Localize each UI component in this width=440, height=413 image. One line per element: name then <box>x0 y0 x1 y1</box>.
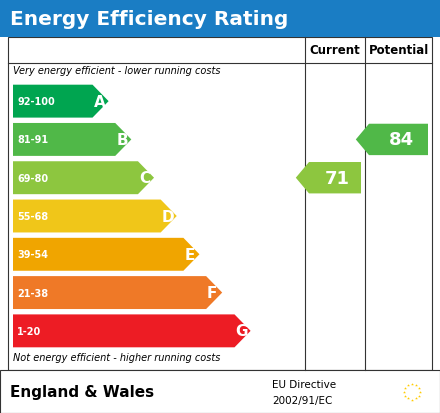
Bar <box>0 0 440 38</box>
Polygon shape <box>13 200 177 233</box>
Bar <box>8 38 432 370</box>
Text: G: G <box>235 323 248 339</box>
Text: E: E <box>184 247 195 262</box>
Text: 71: 71 <box>325 169 350 187</box>
Text: 84: 84 <box>389 131 414 149</box>
Text: 69-80: 69-80 <box>17 173 48 183</box>
Text: England & Wales: England & Wales <box>10 384 154 399</box>
Text: Very energy efficient - lower running costs: Very energy efficient - lower running co… <box>13 66 220 76</box>
Polygon shape <box>13 315 251 347</box>
Bar <box>393 375 431 408</box>
Polygon shape <box>13 85 109 118</box>
Text: B: B <box>116 133 128 147</box>
Text: D: D <box>161 209 174 224</box>
Text: Current: Current <box>310 44 360 57</box>
Polygon shape <box>13 123 131 157</box>
Polygon shape <box>296 163 361 194</box>
Polygon shape <box>13 238 199 271</box>
Text: 39-54: 39-54 <box>17 250 48 260</box>
Text: Potential: Potential <box>368 44 429 57</box>
Text: Not energy efficient - higher running costs: Not energy efficient - higher running co… <box>13 352 220 362</box>
Text: 1-20: 1-20 <box>17 326 41 336</box>
Text: 92-100: 92-100 <box>17 97 55 107</box>
Polygon shape <box>13 276 222 309</box>
Text: 2002/91/EC: 2002/91/EC <box>272 395 332 405</box>
Polygon shape <box>13 162 154 195</box>
Text: 55-68: 55-68 <box>17 211 48 221</box>
Text: 21-38: 21-38 <box>17 288 48 298</box>
Text: A: A <box>94 95 105 109</box>
Text: C: C <box>139 171 150 186</box>
Text: F: F <box>207 285 217 300</box>
Bar <box>0 370 440 413</box>
Polygon shape <box>356 124 428 156</box>
Text: EU Directive: EU Directive <box>272 379 336 389</box>
Text: Energy Efficiency Rating: Energy Efficiency Rating <box>10 9 288 28</box>
Text: 81-91: 81-91 <box>17 135 48 145</box>
